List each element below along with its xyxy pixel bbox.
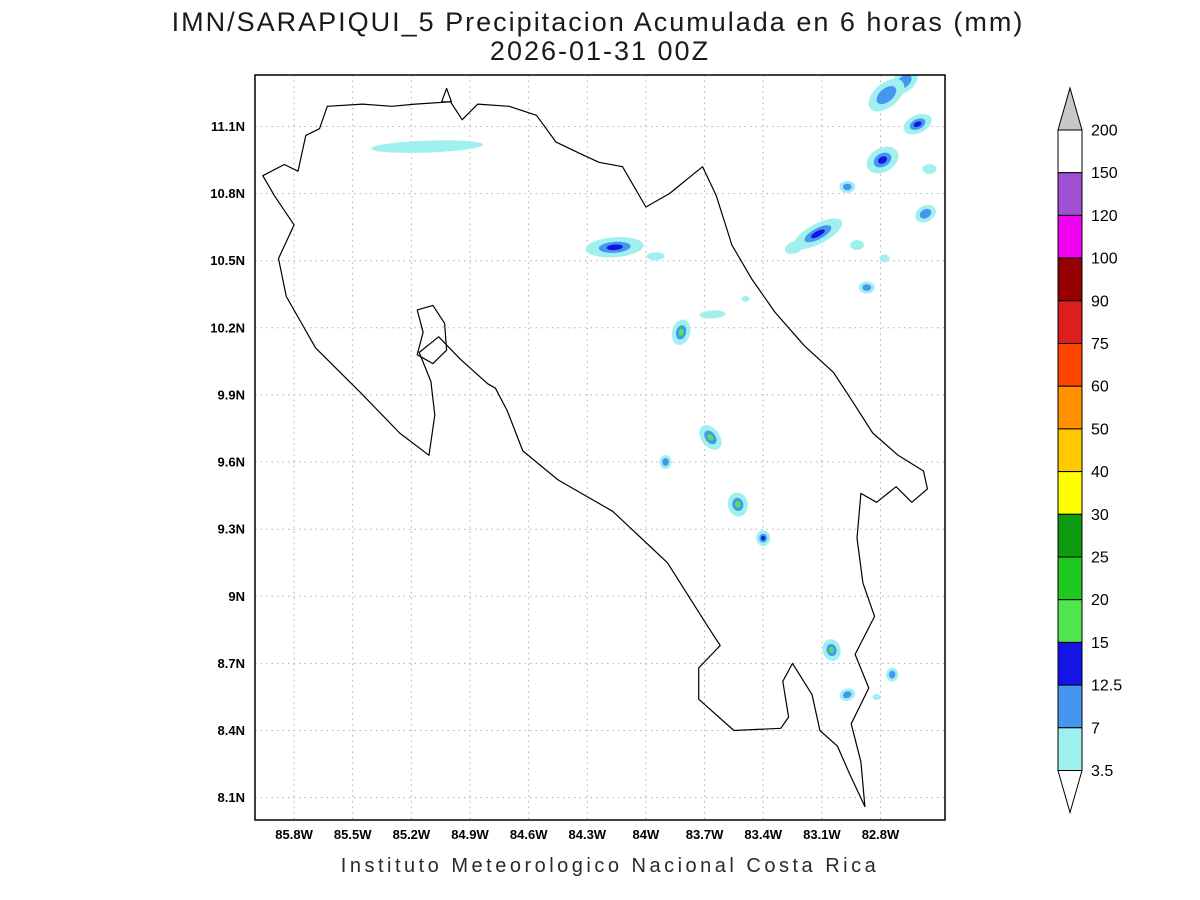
colorbar-tick-label: 50 bbox=[1091, 421, 1109, 438]
colorbar-segment bbox=[1057, 214, 1083, 259]
precip-cell bbox=[922, 164, 937, 174]
lon-tick-label: 84W bbox=[633, 827, 660, 842]
precip-cell bbox=[707, 433, 714, 441]
colorbar-segment bbox=[1057, 257, 1083, 302]
colorbar-tick-label: 30 bbox=[1091, 507, 1109, 524]
colorbar-tick-label: 60 bbox=[1091, 379, 1109, 396]
precip-cell bbox=[850, 240, 864, 250]
colorbar-segment bbox=[1057, 300, 1083, 344]
precipitation-layer bbox=[371, 75, 937, 701]
colorbar-segment bbox=[1057, 641, 1083, 686]
lat-tick-label: 9.9N bbox=[218, 387, 245, 402]
costa-rica-coastline bbox=[262, 101, 928, 808]
precip-cell bbox=[829, 646, 835, 654]
lat-tick-label: 9.3N bbox=[218, 522, 245, 537]
precip-cell bbox=[761, 535, 766, 541]
precip-cell bbox=[784, 240, 805, 254]
lat-tick-label: 10.2N bbox=[210, 320, 245, 335]
colorbar-segment bbox=[1057, 513, 1083, 558]
lat-tick-label: 8.4N bbox=[218, 723, 245, 738]
lon-tick-label: 85.2W bbox=[393, 827, 431, 842]
precip-cell bbox=[878, 156, 887, 164]
colorbar-segment bbox=[1057, 129, 1083, 174]
colorbar-tick-label: 20 bbox=[1091, 592, 1109, 609]
colorbar-segment bbox=[1057, 471, 1083, 515]
precip-cell bbox=[842, 183, 852, 191]
colorbar-tick-label: 150 bbox=[1091, 165, 1118, 182]
lon-tick-label: 82.8W bbox=[862, 827, 900, 842]
plot-frame bbox=[254, 74, 946, 821]
plot-title: IMN/SARAPIQUI_5 Precipitacion Acumulada … bbox=[172, 7, 1025, 37]
plot-valid-time: 2026-01-31 00Z bbox=[490, 36, 710, 66]
colorbar-above-max-arrow bbox=[1057, 86, 1083, 131]
colorbar-tick-label: 200 bbox=[1091, 123, 1118, 140]
precip-cell bbox=[699, 310, 726, 319]
precip-cell bbox=[811, 229, 825, 239]
colorbar-tick-label: 12.5 bbox=[1091, 678, 1122, 695]
precip-cell bbox=[646, 252, 665, 261]
lat-tick-label: 8.7N bbox=[218, 656, 245, 671]
isla-chira-outline bbox=[416, 304, 448, 365]
precip-cell bbox=[888, 670, 896, 679]
lon-tick-label: 83.7W bbox=[686, 827, 724, 842]
lat-tick-label: 11.1N bbox=[211, 119, 245, 134]
precip-cell bbox=[876, 86, 897, 105]
lat-tick-label: 10.5N bbox=[210, 253, 245, 268]
lon-tick-label: 83.1W bbox=[803, 827, 841, 842]
lat-tick-label: 8.1N bbox=[218, 790, 245, 805]
precip-cell bbox=[741, 295, 750, 302]
colorbar-tick-label: 25 bbox=[1091, 550, 1109, 567]
precip-cell bbox=[678, 328, 684, 336]
precip-cell bbox=[913, 121, 922, 128]
colorbar-tick-label: 75 bbox=[1091, 336, 1109, 353]
colorbar-segment bbox=[1057, 556, 1083, 601]
colorbar-segment bbox=[1057, 172, 1083, 216]
colorbar-tick-label: 90 bbox=[1091, 293, 1109, 310]
colorbar-segment bbox=[1057, 428, 1083, 473]
precip-cell bbox=[734, 501, 741, 508]
lat-tick-label: 9N bbox=[228, 589, 245, 604]
colorbar-tick-label: 40 bbox=[1091, 464, 1109, 481]
precip-cell bbox=[862, 284, 872, 291]
colorbar-segment bbox=[1057, 727, 1083, 771]
lon-tick-label: 85.8W bbox=[275, 827, 313, 842]
lon-tick-label: 85.5W bbox=[334, 827, 372, 842]
lat-tick-label: 9.6N bbox=[218, 455, 245, 470]
lat-tick-label: 10.8N bbox=[210, 186, 245, 201]
colorbar: 200 150 120 100 90 75 60 50 40 30 25 20 15 12.5 7 3.5 bbox=[1057, 86, 1122, 815]
colorbar-segment bbox=[1057, 385, 1083, 430]
lon-tick-label: 84.3W bbox=[569, 827, 607, 842]
precip-cell bbox=[606, 244, 623, 251]
footer-caption: Instituto Meteorologico Nacional Costa R… bbox=[341, 855, 879, 877]
precip-cell bbox=[919, 208, 932, 219]
colorbar-segment bbox=[1057, 684, 1083, 729]
precip-cell bbox=[662, 458, 669, 466]
colorbar-segment bbox=[1057, 343, 1083, 387]
colorbar-segment bbox=[1057, 599, 1083, 643]
colorbar-tick-label: 120 bbox=[1091, 208, 1118, 225]
island-triangle-outline bbox=[441, 87, 452, 103]
precip-cell bbox=[879, 254, 890, 263]
colorbar-tick-label: 3.5 bbox=[1091, 763, 1113, 780]
colorbar-tick-label: 7 bbox=[1091, 720, 1100, 737]
colorbar-tick-label: 100 bbox=[1091, 251, 1118, 268]
lon-tick-label: 83.4W bbox=[744, 827, 782, 842]
lon-tick-label: 84.6W bbox=[510, 827, 548, 842]
lon-tick-label: 84.9W bbox=[451, 827, 489, 842]
colorbar-tick-label: 15 bbox=[1091, 635, 1109, 652]
precip-cell bbox=[371, 140, 483, 153]
map-plot-area: 11.1N 10.8N 10.5N 10.2N 9.9N 9.6N 9.3N 9N 8.7N 8.… bbox=[210, 74, 946, 842]
colorbar-below-min-arrow bbox=[1057, 770, 1083, 815]
precip-cell bbox=[843, 691, 852, 699]
precip-cell bbox=[872, 694, 881, 700]
